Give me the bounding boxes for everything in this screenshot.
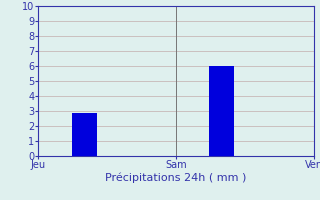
- Bar: [209, 66, 235, 156]
- Bar: [72, 112, 97, 156]
- X-axis label: Précipitations 24h ( mm ): Précipitations 24h ( mm ): [105, 173, 247, 183]
